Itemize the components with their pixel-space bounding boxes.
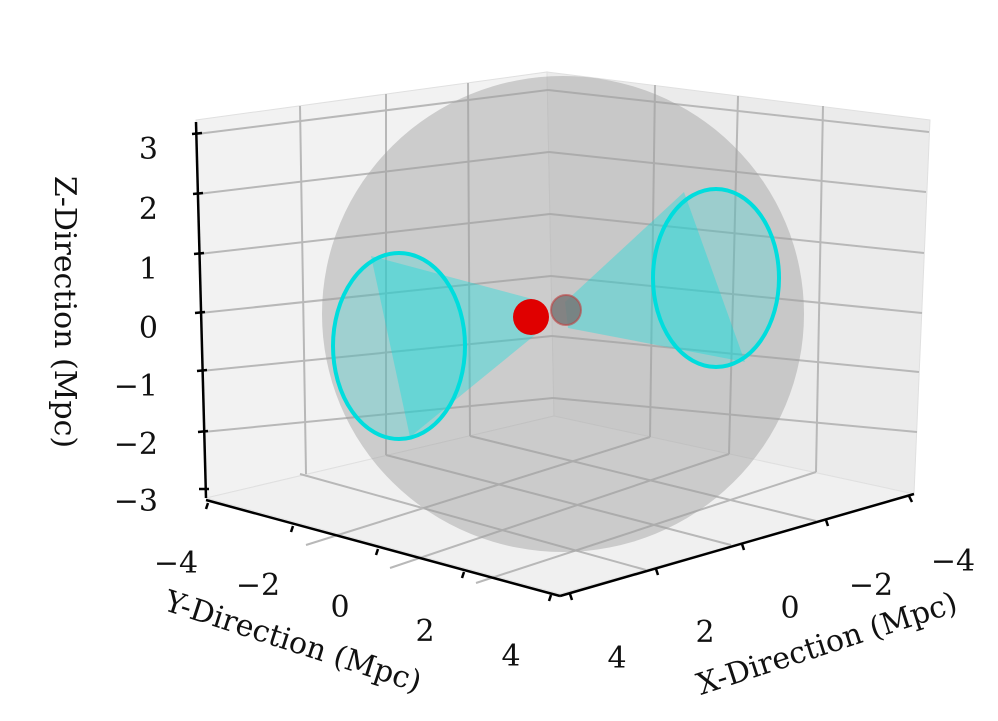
z-tick-label: −1	[114, 369, 158, 404]
z-axis-label: Z-Direction (Mpc)	[47, 176, 82, 448]
y-axis-label: Y-Direction (Mpc)	[159, 584, 426, 700]
z-tick-label: 0	[139, 311, 158, 346]
z-tick-label: 2	[139, 192, 158, 227]
y-tick-label: 0	[330, 590, 349, 625]
x-axis-label: X-Direction (Mpc)	[692, 585, 961, 702]
y-tick-label: −2	[236, 568, 280, 603]
x-tick-label: 2	[695, 615, 714, 650]
x-tick-label: 0	[780, 591, 799, 626]
point-gray	[550, 294, 582, 326]
grid-lines	[196, 82, 930, 584]
tick-marks	[191, 131, 914, 602]
z-tick-label: −3	[114, 484, 158, 519]
cone-left	[331, 251, 540, 441]
x-tick-label: −4	[931, 544, 975, 579]
point-red	[513, 299, 549, 335]
z-tick-label: −2	[114, 427, 158, 462]
z-tick-label: 3	[139, 132, 158, 167]
y-tick-label: 2	[415, 614, 434, 649]
cone-right	[565, 187, 781, 369]
x-tick-label: 4	[607, 641, 626, 676]
x-tick-label: −2	[849, 568, 893, 603]
y-tick-label: −4	[154, 546, 198, 581]
y-tick-label: 4	[501, 639, 520, 674]
z-tick-label: 1	[139, 252, 158, 287]
axis-lines	[194, 121, 915, 598]
